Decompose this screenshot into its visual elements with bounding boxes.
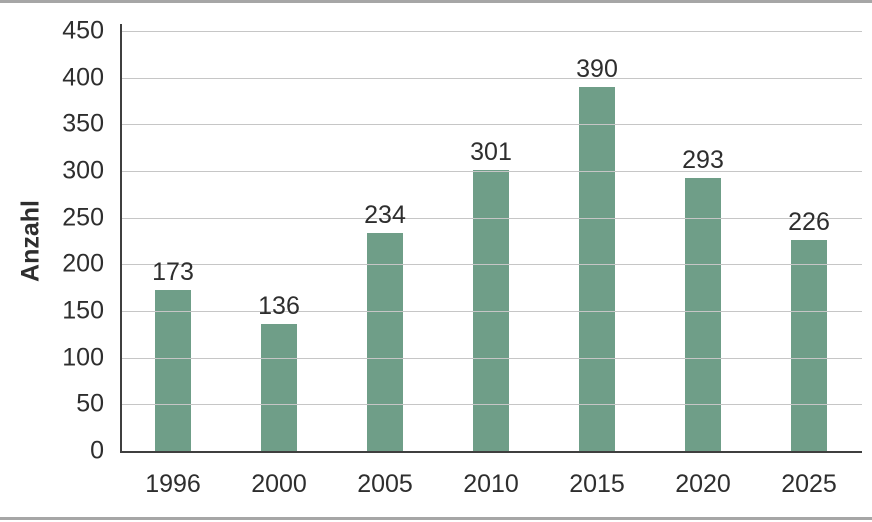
- x-axis-line: [120, 451, 862, 453]
- x-tick-label-2015: 2015: [569, 470, 625, 498]
- gridline-300: [120, 171, 862, 172]
- gridline-200: [120, 264, 862, 266]
- x-tick-label-2025: 2025: [781, 470, 837, 498]
- bar-2025: [791, 240, 827, 451]
- y-tick-label-100: 100: [62, 343, 104, 372]
- y-tick-label-300: 300: [62, 156, 104, 185]
- x-tick-label-1996: 1996: [145, 470, 201, 498]
- bar-1996: [155, 289, 191, 451]
- top-divider-line: [0, 0, 872, 3]
- bar-2005: [367, 232, 403, 451]
- bar-2000: [261, 324, 297, 451]
- y-tick-label-350: 350: [62, 109, 104, 138]
- y-tick-label-200: 200: [62, 249, 104, 278]
- gridline-350: [120, 124, 862, 126]
- gridline-100: [120, 357, 862, 359]
- bar-value-label-2020: 293: [682, 145, 724, 174]
- y-axis-line: [120, 24, 122, 453]
- x-tick-label-2010: 2010: [463, 470, 519, 498]
- gridline-250: [120, 217, 862, 219]
- y-tick-label-400: 400: [62, 63, 104, 92]
- bar-value-label-2015: 390: [576, 55, 618, 83]
- bar-2015: [579, 87, 615, 451]
- bar-2020: [685, 177, 721, 451]
- bar-value-label-1996: 173: [152, 257, 194, 286]
- gridline-400: [120, 77, 862, 79]
- bar-value-label-2025: 226: [788, 208, 830, 237]
- y-tick-label-450: 450: [62, 16, 104, 45]
- gridline-50: [120, 404, 862, 406]
- bar-2010: [473, 170, 509, 451]
- bar-value-label-2010: 301: [470, 138, 512, 167]
- x-tick-label-2020: 2020: [675, 470, 731, 498]
- y-tick-label-150: 150: [62, 296, 104, 325]
- y-tick-label-250: 250: [62, 203, 104, 232]
- y-tick-label-50: 50: [76, 389, 104, 418]
- x-tick-label-2000: 2000: [251, 470, 307, 498]
- bottom-divider-line: [0, 517, 872, 520]
- bar-value-label-2000: 136: [258, 292, 300, 321]
- gridline-150: [120, 311, 862, 312]
- y-tick-label-0: 0: [90, 436, 104, 465]
- gridline-450: [120, 31, 862, 32]
- x-tick-label-2005: 2005: [357, 470, 413, 498]
- bar-value-label-2005: 234: [364, 200, 406, 229]
